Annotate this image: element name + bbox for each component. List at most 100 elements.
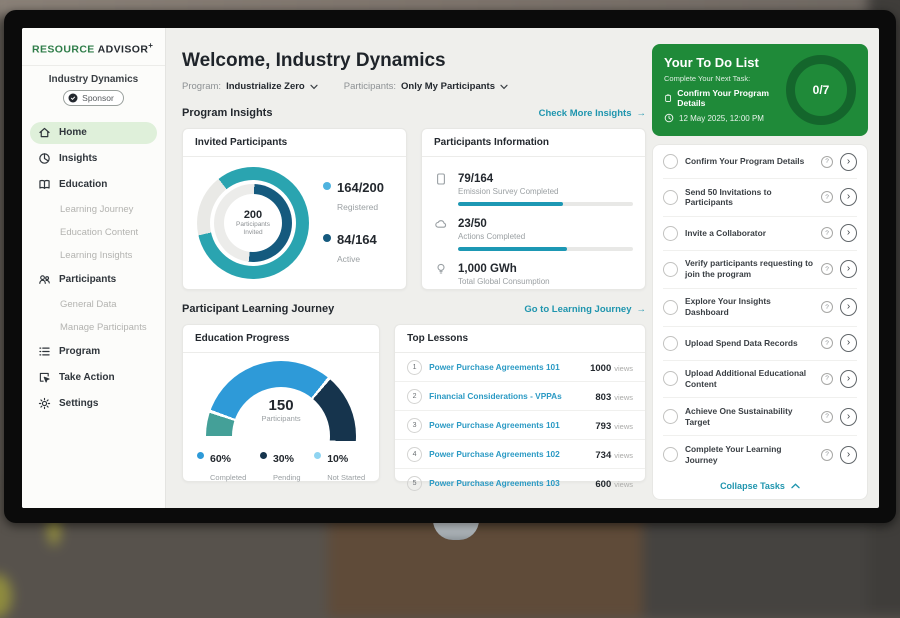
sponsor-label: Sponsor [82, 92, 114, 103]
card-title: Education Progress [183, 325, 380, 353]
sidebar-item-general-data[interactable]: General Data [30, 295, 157, 315]
legend-dot [314, 452, 322, 459]
task-checkbox[interactable] [663, 335, 678, 351]
info-icon[interactable]: ? [821, 155, 833, 168]
program-select[interactable]: Program: Industrialize Zero [182, 81, 318, 92]
legend-dot [259, 452, 267, 459]
sidebar-item-education-content[interactable]: Education Content [30, 223, 157, 243]
arrow-right-icon: → [636, 303, 647, 315]
task-go-button[interactable]: › [840, 334, 857, 353]
dashboard-screen: RESOURCE ADVISOR+ Industry Dynamics Spon… [22, 28, 879, 508]
info-icon[interactable]: ? [821, 227, 833, 240]
info-icon[interactable]: ? [821, 191, 833, 204]
home-icon [38, 126, 51, 139]
collapse-tasks-button[interactable]: Collapse Tasks [663, 473, 857, 499]
info-icon[interactable]: ? [821, 301, 833, 314]
task-checkbox[interactable] [663, 447, 678, 463]
task-row: Complete Your Learning Journey ? › [663, 436, 857, 473]
sidebar-item-take-action[interactable]: Take Action [30, 367, 157, 389]
logo-plus: + [148, 41, 154, 50]
gear-icon [38, 397, 51, 410]
lesson-link[interactable]: Power Purchase Agreements 102 [429, 449, 560, 459]
learning-journey-heading: Participant Learning Journey [182, 303, 335, 315]
task-checkbox[interactable] [663, 299, 678, 315]
check-more-insights-link[interactable]: Check More Insights → [538, 107, 646, 119]
info-icon[interactable]: ? [821, 372, 833, 385]
task-label: Explore Your Insights Dashboard [685, 296, 771, 318]
task-checkbox[interactable] [663, 225, 678, 241]
todo-progress-value: 0/7 [812, 83, 830, 97]
sidebar-item-manage-participants[interactable]: Manage Participants [30, 318, 157, 338]
sidebar-item-program[interactable]: Program [30, 341, 157, 363]
tasks-card: Confirm Your Program Details ? › Send 50… [652, 144, 868, 501]
info-icon[interactable]: ? [821, 337, 833, 350]
stat-emission-survey: 79/164 Emission Survey Completed [434, 169, 633, 206]
todo-progress-ring: 0/7 [786, 55, 856, 125]
task-checkbox[interactable] [663, 409, 678, 425]
sidebar-item-label: Take Action [59, 372, 115, 383]
task-label: Verify participants requesting to join t… [685, 258, 813, 280]
participants-select[interactable]: Participants: Only My Participants [344, 81, 508, 92]
sidebar-item-settings[interactable]: Settings [30, 393, 157, 415]
participants-information-card: Participants Information 79/164 Emission… [421, 128, 646, 290]
education-progress-card: Education Progress 150 Participants 60% … [182, 324, 381, 482]
legend-active: 84/164 Active [323, 231, 384, 267]
task-go-button[interactable]: › [840, 260, 857, 279]
legend-dot [323, 234, 331, 242]
clipboard-icon [434, 169, 449, 206]
program-insights-heading: Program Insights [182, 107, 273, 119]
chevron-down-icon [310, 84, 318, 89]
cursor-action-icon [38, 371, 51, 384]
sidebar-item-participants[interactable]: Participants [30, 269, 157, 291]
task-go-button[interactable]: › [840, 298, 857, 317]
info-icon[interactable]: ? [821, 410, 833, 423]
filters-row: Program: Industrialize Zero Participants… [182, 81, 646, 92]
todo-title: Your To Do List [664, 55, 759, 70]
donut-center-value: 200 [243, 209, 263, 222]
monitor-bezel: RESOURCE ADVISOR+ Industry Dynamics Spon… [4, 10, 896, 523]
info-icon[interactable]: ? [821, 448, 833, 461]
lesson-link[interactable]: Power Purchase Agreements 101 [429, 362, 560, 372]
sidebar-item-education[interactable]: Education [30, 174, 157, 196]
task-row: Upload Additional Educational Content ? … [663, 361, 857, 399]
sidebar-item-learning-insights[interactable]: Learning Insights [30, 246, 157, 266]
sidebar-item-insights[interactable]: Insights [30, 148, 157, 170]
go-to-learning-journey-link[interactable]: Go to Learning Journey → [524, 303, 647, 315]
task-go-button[interactable]: › [840, 224, 857, 243]
logo-resource: RESOURCE [32, 43, 95, 56]
task-go-button[interactable]: › [840, 152, 857, 171]
task-checkbox[interactable] [663, 371, 678, 387]
sidebar-item-learning-journey[interactable]: Learning Journey [30, 200, 157, 220]
todo-hero-card: Your To Do List Complete Your Next Task:… [652, 44, 868, 136]
book-icon [38, 178, 51, 191]
invited-participants-card: Invited Participants 200 Participants In… [182, 128, 407, 290]
task-row: Confirm Your Program Details ? › [663, 145, 857, 179]
task-row: Send 50 Invitations to Participants ? › [663, 179, 857, 217]
sponsor-badge[interactable]: Sponsor [63, 89, 124, 106]
sidebar-item-label: Program [59, 346, 101, 357]
info-icon[interactable]: ? [821, 263, 833, 276]
logo-advisor: ADVISOR [97, 43, 149, 56]
sidebar-item-home[interactable]: Home [30, 121, 157, 144]
lesson-link[interactable]: Power Purchase Agreements 101 [429, 420, 560, 430]
people-icon [38, 273, 51, 286]
lesson-link[interactable]: Power Purchase Agreements 103 [429, 478, 560, 488]
lesson-link[interactable]: Financial Considerations - VPPAs [429, 391, 562, 401]
task-go-button[interactable]: › [840, 445, 857, 464]
sidebar-subitem-label: Learning Insights [60, 250, 133, 261]
todo-due-date: 12 May 2025, 12:00 PM [679, 113, 764, 123]
lesson-rank: 5 [407, 475, 423, 491]
task-go-button[interactable]: › [840, 369, 857, 388]
task-go-button[interactable]: › [840, 188, 857, 207]
task-go-button[interactable]: › [840, 407, 857, 426]
lesson-row: 2 Financial Considerations - VPPAs 803 vi… [395, 382, 645, 411]
gauge-center-value: 150 [268, 397, 294, 414]
task-checkbox[interactable] [663, 154, 678, 169]
task-label: Upload Spend Data Records [685, 337, 798, 348]
lesson-rank: 3 [407, 417, 423, 433]
task-checkbox[interactable] [663, 189, 678, 205]
task-label: Achieve One Sustainability Target [685, 405, 793, 427]
task-checkbox[interactable] [663, 261, 678, 277]
lesson-row: 3 Power Purchase Agreements 101 793 views [395, 411, 645, 440]
task-label: Invite a Collaborator [685, 227, 766, 238]
